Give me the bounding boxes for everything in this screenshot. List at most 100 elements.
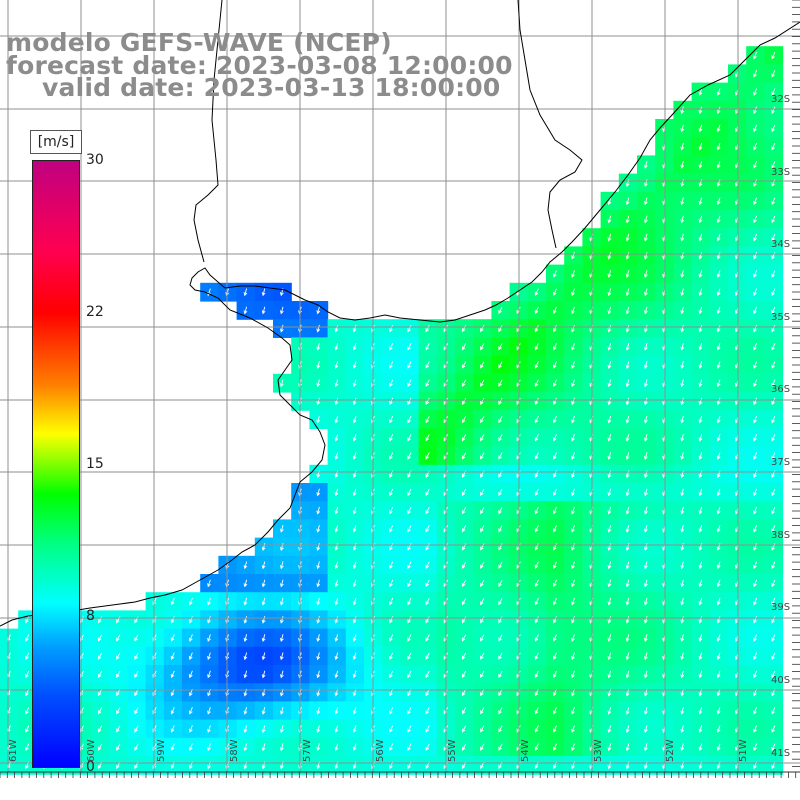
wind-arrow [771,452,776,460]
wind-arrow [680,288,685,297]
wind-arrow [134,743,139,751]
wind-arrow [407,488,412,497]
wind-arrow [316,743,321,752]
wind-arrow [771,415,776,424]
wind-arrow [334,725,339,733]
wind-arrow [170,616,175,624]
wind-arrow [698,124,703,133]
wind-arrow [571,725,575,733]
wind-arrow [116,725,121,733]
wind-arrow [716,561,721,570]
wind-arrow [534,379,539,387]
wind-arrow [352,597,357,606]
wind-arrow [25,725,30,733]
wind-arrow [334,343,339,351]
wind-arrow [607,233,612,242]
wind-arrow [188,743,193,752]
wind-arrow [25,652,30,660]
wind-arrow [316,670,321,679]
wind-arrow [607,324,612,333]
wind-arrow [243,306,248,315]
wind-arrow [552,379,557,387]
wind-arrow [680,106,685,115]
wind-arrow [716,215,721,224]
wind-arrow [771,616,776,624]
wind-arrow [261,670,266,679]
wind-arrow [607,652,612,661]
wind-arrow [261,306,266,315]
wind-arrow [607,306,612,315]
wind-arrow [698,179,703,188]
wind-arrow [316,597,321,606]
wind-arrow [116,707,121,715]
wind-arrow [534,434,539,442]
wind-arrow [352,379,357,388]
wind-arrow [571,343,575,351]
wind-arrow [716,288,721,297]
wind-arrow [607,197,612,206]
wind-arrow [625,233,630,242]
wind-arrow [698,197,703,206]
wind-arrow [571,270,575,278]
lat-label: 36S [771,384,791,395]
wind-arrow [571,397,575,406]
lat-label: 37S [771,457,791,468]
wind-arrow [389,434,394,442]
wind-arrow [607,743,612,752]
wind-arrow [643,215,648,224]
wind-arrow [625,379,630,388]
wind-arrow [753,670,758,679]
wind-arrow [425,652,430,660]
wind-arrow [607,670,612,679]
wind-arrow [389,415,394,424]
wind-arrow [498,725,503,733]
wind-arrow [607,506,612,515]
wind-arrow [534,561,539,569]
wind-arrow [753,161,758,169]
wind-arrow [407,361,412,369]
wind-arrow [607,579,612,588]
wind-arrow [716,743,721,752]
wind-arrow [607,524,612,533]
wind-arrow [680,251,685,260]
wind-arrow [461,525,467,533]
wind-arrow [771,252,776,260]
lon-label: 52W [665,739,676,762]
wind-arrow [480,343,485,351]
wind-arrow [680,179,685,187]
wind-arrow [261,288,266,297]
wind-arrow [771,725,776,733]
wind-arrow [643,197,648,206]
wind-arrow [498,561,503,569]
wind-arrow [571,288,575,297]
wind-arrow [698,361,703,370]
wind-arrow [461,452,467,460]
wind-arrow [188,652,193,661]
wind-arrow [534,634,539,642]
wind-arrow [680,433,685,442]
wind-arrow [607,561,612,570]
wind-arrow [134,707,139,715]
wind-arrow [389,324,394,333]
wind-arrow [334,434,339,442]
wind-arrow [498,397,503,406]
wind-arrow [97,743,103,751]
wind-arrow [407,725,412,733]
wind-arrow [771,343,776,351]
wind-arrow [643,652,648,661]
wind-arrow [698,488,703,497]
wind-arrow [753,106,758,115]
wind-arrow [753,452,758,460]
wind-arrow [461,434,467,442]
wind-arrow [771,106,776,114]
wind-arrow [498,670,503,679]
wind-arrow [389,670,394,679]
wind-arrow [425,397,430,406]
wind-arrow [716,506,721,515]
wind-arrow [552,670,557,679]
wind-arrow [389,616,394,624]
wind-arrow [753,397,758,406]
wind-arrow [389,597,394,606]
wind-arrow [698,597,703,606]
